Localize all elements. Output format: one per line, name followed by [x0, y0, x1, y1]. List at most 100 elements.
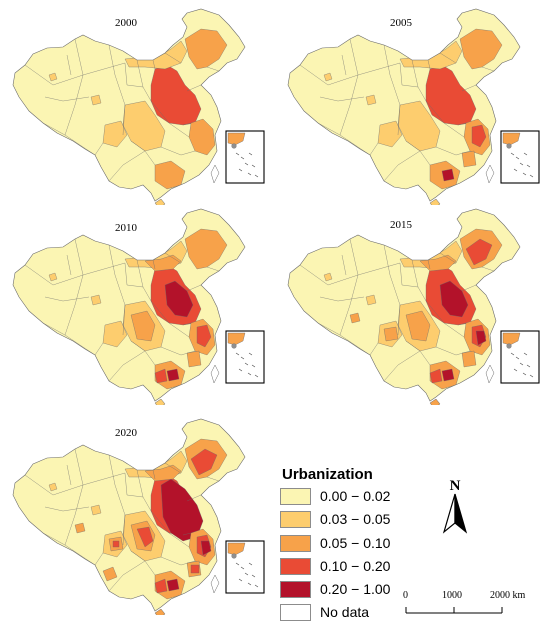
province-border — [481, 266, 495, 272]
urban-region — [441, 168, 455, 182]
map-year-label: 2000 — [115, 17, 137, 29]
urban-region — [184, 228, 228, 270]
province-border — [369, 142, 379, 156]
urban-region — [365, 94, 377, 106]
urban-region — [383, 326, 399, 342]
province-border — [369, 342, 379, 356]
south-china-sea-inset — [225, 540, 265, 594]
province-border — [457, 122, 467, 126]
province-border — [66, 254, 72, 276]
province-border — [206, 266, 220, 272]
urban-region — [441, 368, 455, 382]
legend-swatch — [280, 604, 311, 621]
province-border — [160, 556, 196, 566]
china-map-2000 — [12, 8, 265, 209]
urban-region — [419, 254, 457, 272]
province-border — [383, 44, 401, 136]
urban-region — [461, 150, 477, 168]
urban-region — [154, 368, 168, 384]
urban-region — [461, 350, 477, 368]
province-border — [150, 510, 190, 548]
province-border — [64, 448, 84, 546]
map-panel-2010: 2010 — [5, 205, 270, 409]
country-border — [287, 8, 521, 202]
north-label: N — [450, 478, 461, 494]
legend-label: No data — [320, 604, 370, 620]
urban-region — [48, 272, 58, 282]
urban-region — [90, 294, 102, 306]
urban-region — [102, 120, 128, 148]
province-border — [24, 62, 126, 86]
province-border — [124, 262, 144, 288]
province-border — [383, 150, 421, 182]
urban-region — [48, 482, 58, 492]
province-border — [24, 262, 126, 286]
urban-region — [465, 238, 493, 266]
province-border — [186, 284, 202, 292]
province-border — [299, 62, 401, 86]
urban-region — [377, 120, 403, 148]
urban-region — [188, 118, 216, 156]
china-map-2005 — [287, 8, 540, 209]
legend-label: 0.10 − 0.20 — [320, 558, 391, 574]
urban-region — [112, 540, 120, 548]
scale-label-2000: 2000 km — [490, 590, 526, 601]
legend-swatch — [280, 535, 311, 552]
south-china-sea-inset — [500, 330, 540, 384]
province-border — [66, 464, 72, 486]
urban-region — [166, 368, 180, 382]
urban-region — [459, 28, 503, 70]
urban-region — [186, 350, 202, 368]
urban-region — [144, 254, 182, 272]
urban-region — [48, 72, 58, 82]
province-border — [66, 54, 72, 76]
urban-region — [160, 478, 204, 542]
province-border — [341, 54, 347, 76]
map-panel-2000: 2000 — [5, 5, 270, 209]
province-border — [435, 146, 471, 156]
province-border — [461, 84, 477, 92]
urban-region — [471, 124, 487, 148]
province-border — [299, 262, 401, 286]
province-border — [44, 296, 90, 302]
south-china-sea-inset — [225, 130, 265, 184]
province-border — [24, 472, 126, 496]
province-border — [160, 146, 196, 156]
province-border — [150, 100, 190, 138]
province-border — [439, 252, 457, 264]
province-border — [42, 322, 96, 356]
urban-region — [130, 310, 156, 342]
urban-region — [166, 578, 180, 592]
province-border — [44, 506, 90, 512]
province-border — [341, 254, 347, 276]
province-border — [427, 259, 431, 270]
china-map-2010 — [12, 208, 265, 409]
china-map-2020 — [12, 418, 265, 619]
scale-label-0: 0 — [403, 590, 408, 601]
scale-bar — [405, 607, 503, 614]
urban-region — [365, 294, 377, 306]
province-border — [164, 462, 182, 474]
map-year-label: 2005 — [390, 17, 412, 29]
province-border — [152, 469, 156, 480]
urban-region — [190, 564, 200, 574]
province-border — [108, 560, 146, 592]
urban-region — [184, 28, 228, 70]
province-border — [94, 142, 104, 156]
urban-region — [349, 312, 361, 324]
map-year-label: 2020 — [115, 427, 137, 439]
urban-region — [196, 324, 212, 348]
china-map-2015 — [287, 208, 540, 409]
urban-region — [439, 280, 469, 318]
province-border — [42, 122, 96, 156]
urban-region — [102, 320, 128, 348]
urban-region — [154, 578, 168, 594]
urban-region — [323, 72, 333, 82]
country-border — [12, 418, 246, 612]
urban-region — [136, 526, 154, 548]
legend-label: 0.20 − 1.00 — [320, 581, 391, 597]
map-panel-2020: 2020 — [5, 415, 270, 619]
province-border — [339, 38, 359, 136]
legend-title: Urbanization — [282, 466, 373, 483]
urban-region — [102, 566, 118, 582]
